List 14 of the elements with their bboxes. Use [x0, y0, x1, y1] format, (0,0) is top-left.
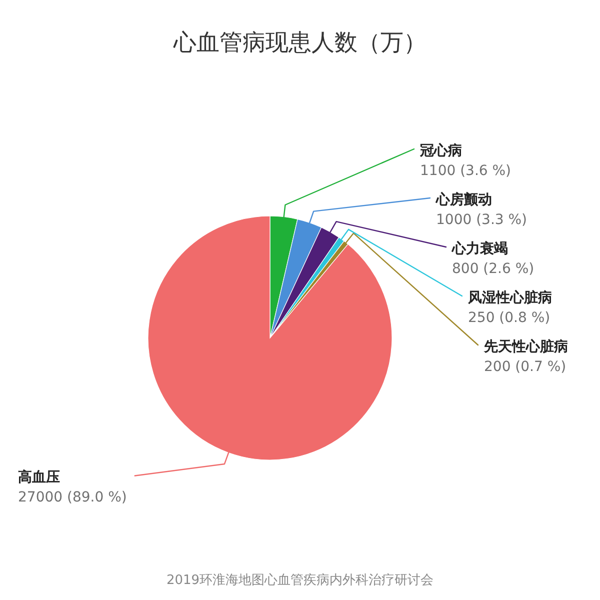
slice-label: 冠心病 [419, 142, 462, 159]
slice-label: 心房颤动 [435, 191, 492, 208]
data-label: 27000 (89.0 %) [18, 490, 127, 506]
data-label: 1100 (3.6 %) [420, 163, 512, 179]
slice-label: 心力衰竭 [451, 240, 508, 257]
data-label: 250 (0.8 %) [468, 310, 550, 326]
slice-label: 高血压 [18, 468, 60, 486]
slice-label: 先天性心脏病 [483, 338, 568, 355]
chart-title: 心血管病现患人数（万） [172, 30, 426, 56]
text: 2019环淮海地图心血管疾病内外科治疗研讨会 [166, 572, 434, 588]
data-label: 1000 (3.3 %) [436, 212, 528, 228]
data-label: 800 (2.6 %) [452, 261, 534, 277]
data-label: 200 (0.7 %) [484, 359, 566, 375]
slice-label: 风湿性心脏病 [467, 289, 552, 306]
